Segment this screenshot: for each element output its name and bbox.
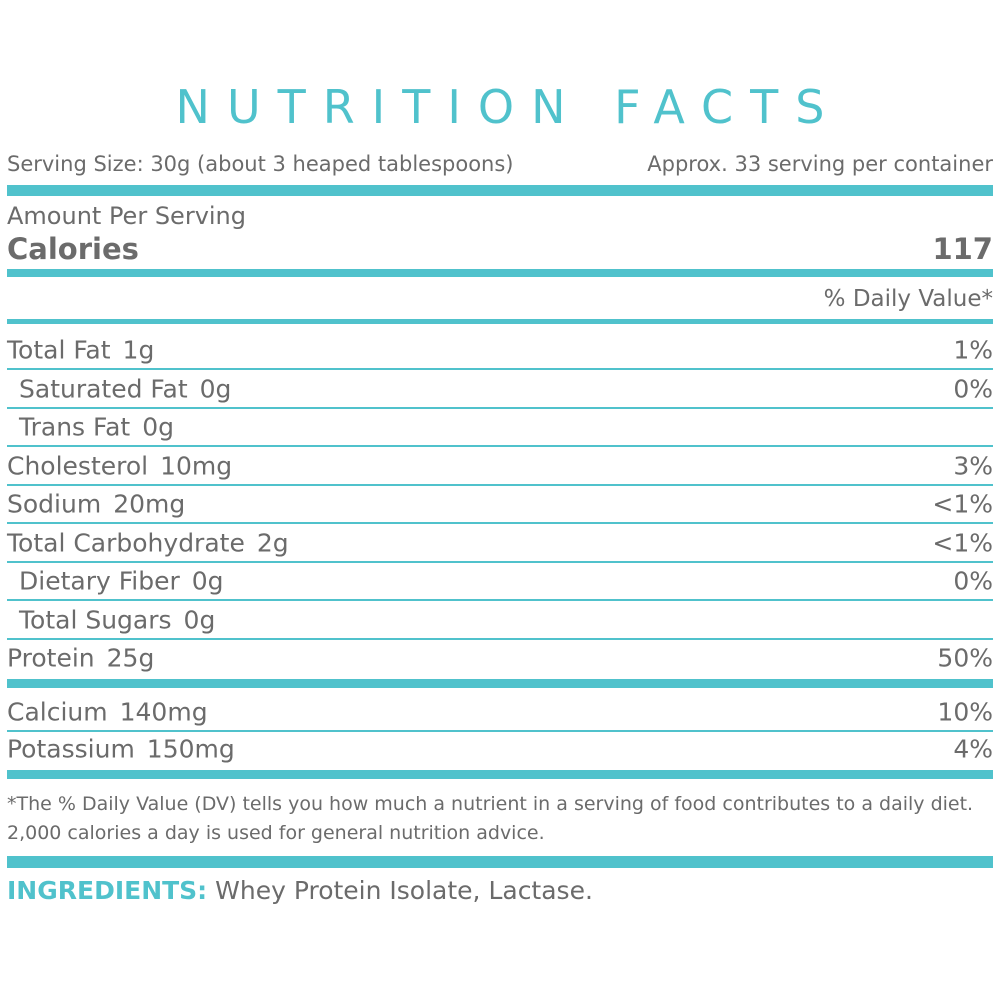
daily-value: <1% xyxy=(932,528,993,557)
nutrient-name: Saturated Fat xyxy=(19,374,188,403)
ingredients-label: INGREDIENTS: xyxy=(7,876,208,905)
row-line xyxy=(7,522,993,524)
nutrient-amount: 0g xyxy=(183,605,216,634)
nutrient-name: Trans Fat xyxy=(19,412,131,442)
daily-value: 0% xyxy=(953,566,993,596)
nutrient-amount: 140mg xyxy=(119,697,208,727)
daily-value: 0% xyxy=(953,374,993,403)
daily-value: <1% xyxy=(932,489,993,519)
row-line xyxy=(7,637,993,640)
divider xyxy=(7,185,993,196)
nutrient-name: Cholesterol xyxy=(7,451,149,480)
nutrient-row: Dietary Fiber 0g xyxy=(19,569,224,594)
nutrient-row: Trans Fat 0g xyxy=(19,415,174,440)
nutrient-name: Total Carbohydrate xyxy=(7,528,245,557)
footnote: *The % Daily Value (DV) tells you how mu… xyxy=(7,793,974,844)
divider xyxy=(7,679,993,688)
ingredients: INGREDIENTS: Whey Protein Isolate, Lacta… xyxy=(7,878,593,903)
divider xyxy=(7,269,993,277)
nutrient-amount: 0g xyxy=(142,412,174,442)
nutrient-row: Total Carbohydrate 2g xyxy=(7,530,289,555)
nutrient-name: Dietary Fiber xyxy=(19,566,180,596)
nutrient-row: Protein 25g xyxy=(7,646,154,671)
nutrient-name: Protein xyxy=(7,643,95,673)
nutrient-name: Calcium xyxy=(7,697,108,727)
daily-value: 50% xyxy=(937,643,993,673)
nutrient-name: Total Fat xyxy=(7,335,111,365)
nutrient-name: Potassium xyxy=(7,734,135,764)
divider xyxy=(7,319,993,324)
nutrient-row: Potassium 150mg xyxy=(7,737,235,762)
calories-label: Calories xyxy=(7,232,139,266)
nutrient-name: Sodium xyxy=(7,489,102,519)
nutrient-amount: 150mg xyxy=(146,734,235,764)
nutrient-row: Total Fat 1g xyxy=(7,338,154,363)
nutrient-amount: 1g xyxy=(122,335,155,365)
servings: Approx. 33 serving per container xyxy=(647,152,993,176)
nutrient-row: Sodium 20mg xyxy=(7,492,185,517)
row-line xyxy=(7,406,993,409)
nutrient-row: Saturated Fat 0g xyxy=(19,376,231,401)
row-line xyxy=(7,730,993,732)
row-line xyxy=(7,599,993,601)
divider xyxy=(7,770,993,779)
serving-size: Serving Size: 30g (about 3 heaped tables… xyxy=(7,152,514,176)
calories-value: 117 xyxy=(932,232,993,266)
row-line xyxy=(7,368,993,370)
daily-value: 3% xyxy=(953,451,993,480)
ingredients-text: Whey Protein Isolate, Lactase. xyxy=(215,876,593,905)
nutrient-amount: 20mg xyxy=(113,489,186,519)
nutrient-row: Calcium 140mg xyxy=(7,700,208,725)
nutrient-amount: 0g xyxy=(199,374,232,403)
nutrient-row: Cholesterol 10mg xyxy=(7,453,232,478)
nutrient-amount: 10mg xyxy=(160,451,233,480)
nutrient-amount: 2g xyxy=(256,528,289,557)
dv-header: % Daily Value* xyxy=(823,286,993,312)
title: NUTRITION FACTS xyxy=(175,80,842,134)
divider xyxy=(7,856,993,868)
row-line xyxy=(7,560,993,563)
daily-value: 4% xyxy=(953,734,993,764)
nutrient-name: Total Sugars xyxy=(19,605,172,634)
nutrient-amount: 0g xyxy=(191,566,224,596)
amount-label: Amount Per Serving xyxy=(7,202,247,230)
row-line xyxy=(7,445,993,447)
nutrient-row: Total Sugars 0g xyxy=(19,607,215,632)
nutrient-amount: 25g xyxy=(106,643,155,673)
daily-value: 1% xyxy=(953,335,993,365)
row-line xyxy=(7,483,993,486)
daily-value: 10% xyxy=(937,697,993,727)
